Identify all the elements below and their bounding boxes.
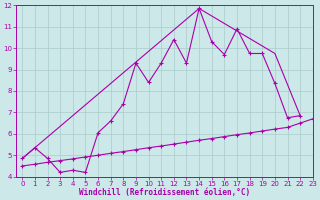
X-axis label: Windchill (Refroidissement éolien,°C): Windchill (Refroidissement éolien,°C)	[79, 188, 250, 197]
